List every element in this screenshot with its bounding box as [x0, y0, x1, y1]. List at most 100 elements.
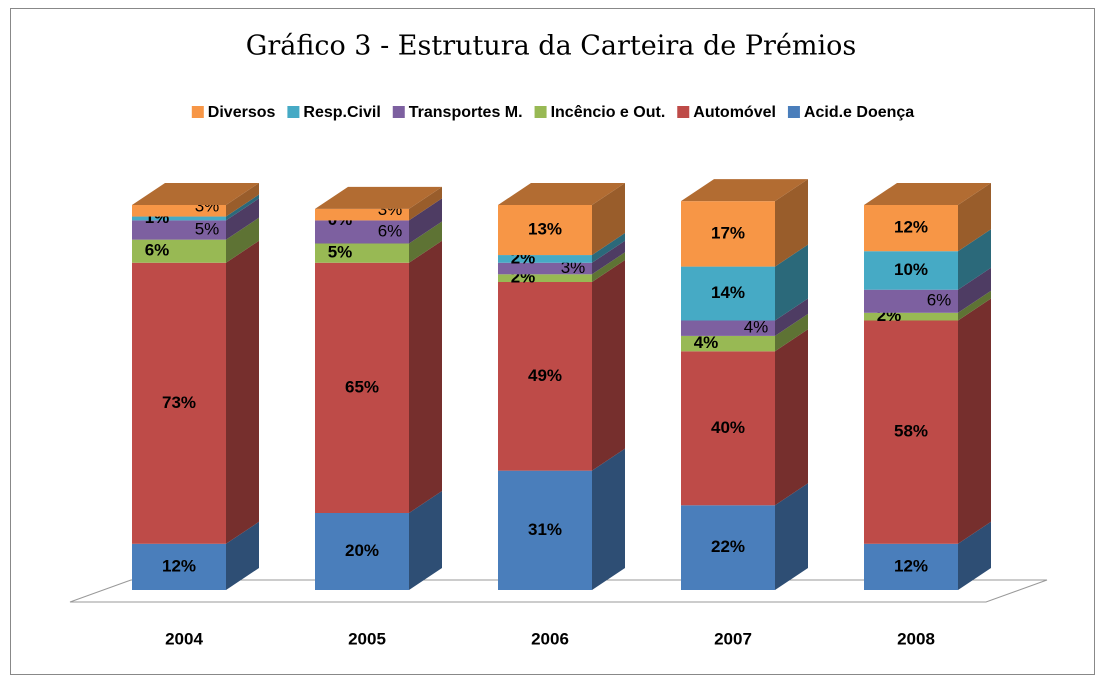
legend-swatch	[392, 106, 405, 118]
data-label: 31%	[528, 520, 562, 539]
legend-swatch	[534, 106, 547, 118]
bar-segment-side	[592, 233, 625, 263]
bar-segment-side	[226, 194, 259, 221]
bar-segment-side	[775, 483, 808, 590]
floor	[69, 579, 1048, 603]
legend-label: Diversos	[208, 104, 276, 121]
bar-segment-side	[226, 217, 259, 263]
bar-segment-side	[958, 290, 991, 321]
bar-segment-side	[775, 298, 808, 336]
bar-segment-side	[592, 183, 625, 256]
data-label: 17%	[711, 223, 745, 242]
data-label: 5%	[195, 220, 220, 239]
bar-top	[681, 179, 808, 202]
bar-segment	[132, 220, 226, 240]
legend-swatch	[787, 106, 800, 118]
bar-segment-side	[775, 313, 808, 352]
bar-segment	[498, 274, 592, 282]
data-label: 12%	[894, 556, 928, 575]
bar-segment	[498, 262, 592, 275]
bar-segment-side	[409, 186, 442, 221]
bar-segment	[864, 320, 958, 544]
data-label: 58%	[894, 422, 928, 441]
data-label: 22%	[711, 537, 745, 556]
bar-top	[315, 186, 442, 209]
bar-top	[864, 183, 991, 205]
bar-segment	[681, 505, 775, 590]
data-label: 49%	[528, 366, 562, 385]
legend-label: Transportes M.	[409, 104, 523, 121]
data-label: 10%	[894, 260, 928, 279]
legend-swatch	[287, 106, 300, 118]
data-label: 13%	[528, 220, 562, 239]
bar-segment	[864, 205, 958, 252]
bar-segment-side	[226, 183, 259, 217]
bar-segment-side	[958, 521, 991, 590]
legend-label: Automóvel	[693, 104, 776, 121]
bar-segment	[681, 266, 775, 321]
bar-segment-side	[226, 198, 259, 240]
bar-segment	[498, 205, 592, 256]
bar-segment-side	[958, 183, 991, 252]
bar-segment	[132, 216, 226, 221]
bar-segment-side	[409, 198, 442, 244]
x-tick-label: 2006	[531, 629, 569, 648]
data-label: 20%	[345, 541, 379, 560]
bar-segment	[132, 205, 226, 217]
bar-segment-side	[958, 267, 991, 313]
x-tick-label: 2008	[897, 629, 935, 648]
data-label: 14%	[711, 283, 745, 302]
data-label: 12%	[894, 218, 928, 237]
bar-segment-side	[775, 244, 808, 321]
bar-segment	[498, 282, 592, 471]
bar-top	[498, 183, 625, 205]
bar-segment-side	[226, 521, 259, 590]
bar-top	[132, 183, 259, 205]
bar-segment	[681, 201, 775, 267]
legend-swatch	[191, 106, 204, 118]
legend-label: Acid.e Doença	[804, 104, 914, 121]
x-tick-label: 2004	[165, 629, 203, 648]
bar-segment	[315, 262, 409, 513]
bar-segment-side	[409, 221, 442, 263]
data-label: 65%	[345, 377, 379, 396]
bar-segment	[315, 513, 409, 590]
bar-segment-side	[775, 329, 808, 506]
legend-label: Incêncio e Out.	[551, 104, 666, 121]
bar-segment	[681, 335, 775, 352]
bar-segment	[498, 470, 592, 590]
bar-segment-side	[592, 448, 625, 590]
bar-segment-side	[409, 491, 442, 590]
bar-segment	[681, 351, 775, 506]
bar-segment-side	[958, 229, 991, 290]
bar-segment	[864, 289, 958, 313]
bar-segment	[132, 262, 226, 544]
bar-segment	[864, 251, 958, 290]
bar-segment	[864, 543, 958, 590]
data-label: 12%	[162, 556, 196, 575]
data-label: 5%	[328, 243, 353, 262]
x-tick-label: 2005	[348, 629, 386, 648]
data-label: 6%	[378, 221, 403, 240]
bar-segment	[132, 543, 226, 590]
data-label: 4%	[694, 333, 719, 352]
bar-segment	[315, 220, 409, 244]
data-label: 3%	[561, 258, 586, 277]
legend-label: Resp.Civil	[303, 104, 380, 121]
bar-segment-side	[409, 240, 442, 513]
bar-segment	[681, 320, 775, 336]
bar-segment-side	[958, 298, 991, 544]
bar-segment	[498, 255, 592, 263]
data-label: 73%	[162, 393, 196, 412]
bar-segment-side	[592, 240, 625, 275]
bar-segment	[132, 239, 226, 263]
bar-segment-side	[592, 252, 625, 282]
data-label: 6%	[145, 241, 170, 260]
bar-segment-side	[592, 260, 625, 471]
legend-swatch	[677, 106, 690, 118]
data-label: 40%	[711, 418, 745, 437]
bar-segment	[864, 312, 958, 321]
x-tick-label: 2007	[714, 629, 752, 648]
bar-segment	[315, 208, 409, 221]
